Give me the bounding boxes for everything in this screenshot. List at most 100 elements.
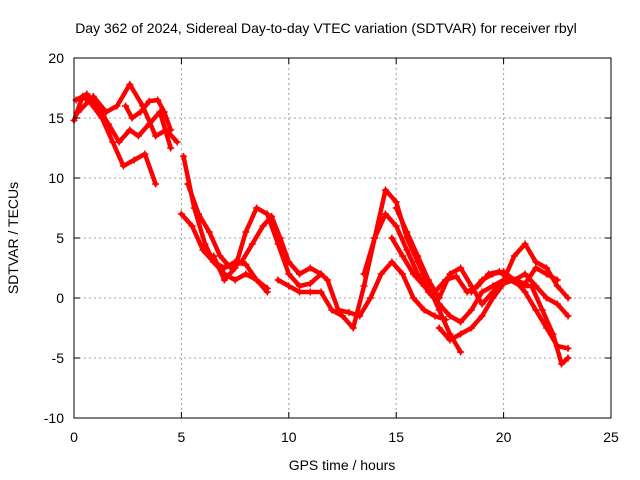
- data-point: [392, 222, 400, 230]
- data-point: [521, 270, 529, 278]
- data-point: [478, 276, 486, 284]
- data-point: [467, 306, 475, 314]
- axis-ticks: [73, 57, 612, 419]
- data-point: [521, 280, 529, 288]
- data-point: [323, 276, 331, 284]
- data-point: [500, 280, 508, 288]
- chart-title: Day 362 of 2024, Sidereal Day-to-day VTE…: [75, 20, 577, 36]
- data-point: [521, 240, 529, 248]
- data-point: [180, 152, 188, 160]
- data-point: [253, 204, 261, 212]
- series-sat-n: [435, 270, 572, 344]
- x-axis-label: GPS time / hours: [289, 457, 396, 473]
- data-point: [478, 288, 486, 296]
- data-point: [242, 270, 250, 278]
- data-point: [259, 222, 267, 230]
- data-point: [478, 300, 486, 308]
- series-sat-d: [122, 96, 175, 134]
- data-point: [317, 270, 325, 278]
- data-point: [510, 252, 518, 260]
- data-point: [489, 270, 497, 278]
- data-point: [510, 276, 518, 284]
- x-tick-label: 0: [70, 429, 78, 445]
- data-point: [435, 294, 443, 302]
- data-point: [420, 282, 428, 290]
- data-point: [345, 308, 353, 316]
- data-point: [195, 210, 203, 218]
- data-point: [543, 264, 551, 272]
- data-point: [356, 312, 364, 320]
- data-point: [549, 330, 557, 338]
- data-point: [137, 108, 145, 116]
- data-point: [216, 252, 224, 260]
- data-point: [360, 282, 368, 290]
- data-point: [381, 186, 389, 194]
- data-point: [564, 294, 572, 302]
- data-point: [399, 252, 407, 260]
- data-point: [89, 92, 97, 100]
- data-point: [231, 264, 239, 272]
- series-sat-a: [70, 92, 160, 188]
- data-point: [205, 228, 213, 236]
- data-point: [377, 270, 385, 278]
- data-point: [160, 108, 168, 116]
- data-point: [152, 132, 160, 140]
- data-point: [177, 210, 185, 218]
- data-point: [220, 276, 228, 284]
- data-point: [553, 282, 561, 290]
- data-point: [285, 282, 293, 290]
- x-tick-label: 25: [603, 429, 619, 445]
- data-point: [134, 132, 142, 140]
- data-point: [317, 288, 325, 296]
- data-point: [489, 294, 497, 302]
- data-point: [109, 138, 117, 146]
- y-tick-label: 15: [48, 110, 64, 126]
- data-point: [173, 138, 181, 146]
- data-point: [199, 246, 207, 254]
- y-tick-labels: -10 -5 0 5 10 15 20: [44, 50, 64, 426]
- data-point: [564, 354, 572, 362]
- data-point: [521, 288, 529, 296]
- data-point: [457, 330, 465, 338]
- series-line: [361, 211, 571, 351]
- data-point: [296, 270, 304, 278]
- data-point: [446, 312, 454, 320]
- data-point: [349, 324, 357, 332]
- data-point: [553, 300, 561, 308]
- data-point: [104, 120, 112, 128]
- data-point: [457, 348, 465, 356]
- data-point: [435, 324, 443, 332]
- data-series: [70, 80, 572, 368]
- y-tick-label: -10: [44, 410, 64, 426]
- data-point: [285, 270, 293, 278]
- x-tick-label: 15: [388, 429, 404, 445]
- data-point: [409, 294, 417, 302]
- data-point: [130, 156, 138, 164]
- data-point: [296, 288, 304, 296]
- data-point: [102, 108, 110, 116]
- data-point: [409, 270, 417, 278]
- series-sat-o: [467, 264, 561, 296]
- data-point: [119, 162, 127, 170]
- data-point: [360, 270, 368, 278]
- data-point: [403, 246, 411, 254]
- series-line: [211, 205, 324, 289]
- data-point: [392, 204, 400, 212]
- data-point: [145, 97, 153, 105]
- data-point: [467, 282, 475, 290]
- data-point: [457, 264, 465, 272]
- x-tick-labels: 0 5 10 15 20 25: [70, 429, 619, 445]
- grid-lines: [74, 58, 611, 418]
- data-point: [532, 264, 540, 272]
- series-sat-j: [296, 258, 450, 324]
- y-axis-label: SDTVAR / TECUs: [5, 182, 21, 294]
- data-point: [328, 306, 336, 314]
- data-point: [184, 180, 192, 188]
- data-point: [457, 318, 465, 326]
- data-point: [399, 270, 407, 278]
- series-sat-g: [177, 210, 271, 296]
- y-tick-label: 20: [48, 50, 64, 66]
- data-point: [446, 270, 454, 278]
- data-point: [392, 198, 400, 206]
